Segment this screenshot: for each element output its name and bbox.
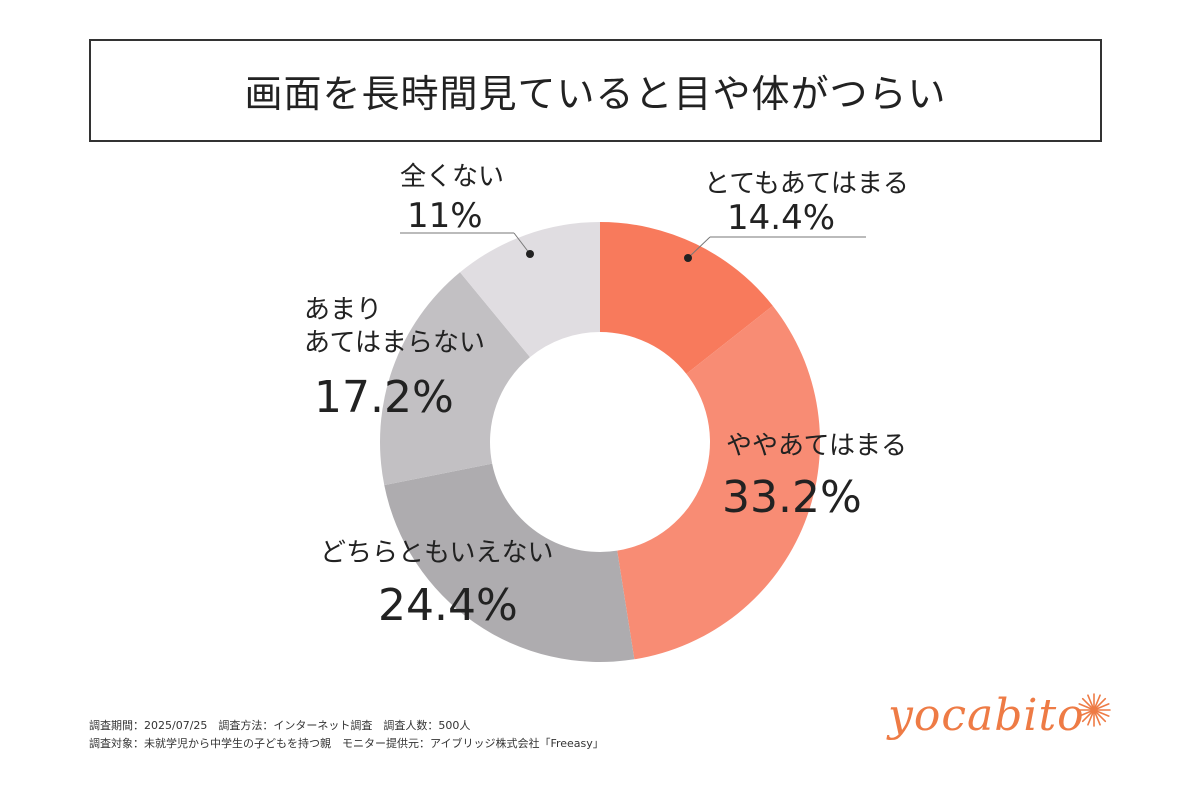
label-pct-amari: 17.2% bbox=[314, 372, 454, 423]
label-cat-amari-1: あまり bbox=[304, 295, 382, 325]
label-pct-totemo: 14.4% bbox=[727, 198, 835, 238]
label-cat-totemo: とてもあてはまる bbox=[704, 169, 909, 199]
leader-lines bbox=[400, 232, 866, 262]
donut-slice-totemo bbox=[600, 222, 773, 374]
chart-title: 画面を長時間見ていると目や体がつらい bbox=[244, 72, 947, 116]
donut-slice-dochira bbox=[384, 463, 635, 662]
label-cat-mattaku: 全くない bbox=[400, 162, 504, 192]
label-pct-yaya: 33.2% bbox=[722, 472, 862, 523]
chart-title-box: 画面を長時間見ていると目や体がつらい bbox=[89, 39, 1102, 142]
label-cat-dochira: どちらともいえない bbox=[320, 538, 553, 568]
donut-slice-yaya bbox=[617, 305, 820, 660]
donut-slice-mattaku bbox=[460, 222, 600, 358]
label-pct-dochira: 24.4% bbox=[378, 580, 518, 631]
label-cat-amari-2: あてはまらない bbox=[304, 328, 485, 358]
footnote-line-2: 調査対象：未就学児から中学生の子どもを持つ親 モニター提供元：アイブリッジ株式会… bbox=[89, 737, 604, 750]
donut-slice-amari bbox=[380, 272, 531, 486]
label-pct-mattaku: 11% bbox=[407, 196, 483, 236]
donut-slices bbox=[380, 222, 820, 662]
leader-line-s0 bbox=[687, 236, 711, 259]
leader-dot-s0 bbox=[684, 254, 692, 262]
logo-wordmark: yocabito bbox=[888, 690, 1085, 741]
label-cat-yaya: ややあてはまる bbox=[726, 431, 907, 461]
yocabito-logo: yocabito bbox=[888, 690, 1128, 760]
leader-dot-s4 bbox=[526, 250, 534, 258]
survey-footnote: 調査期間：2025/07/25 調査方法：インターネット調査 調査人数：500人… bbox=[89, 717, 604, 753]
footnote-line-1: 調査期間：2025/07/25 調査方法：インターネット調査 調査人数：500人 bbox=[89, 719, 471, 732]
leader-line-s4 bbox=[513, 232, 531, 255]
sparkle-icon bbox=[1077, 693, 1111, 727]
